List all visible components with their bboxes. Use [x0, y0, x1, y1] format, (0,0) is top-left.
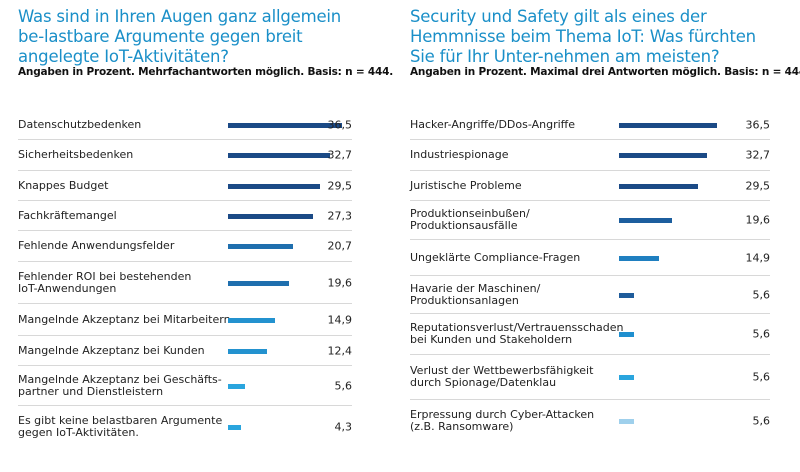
- category-label: Es gibt keine belastbaren Argumente gege…: [18, 413, 223, 439]
- value-label: 32,7: [327, 148, 353, 162]
- category-label: Hacker-Angriffe/DDos-Angriffe: [410, 117, 575, 131]
- value-label: 5,6: [752, 327, 771, 341]
- value-label: 5,6: [334, 379, 353, 392]
- category-label: Mangelnde Akzeptanz bei Kunden: [18, 343, 205, 357]
- value-label: 14,9: [327, 313, 353, 326]
- category-label: Datenschutzbedenken: [18, 117, 142, 131]
- category-label: Mangelnde Akzeptanz bei Mitarbeitern: [18, 312, 231, 326]
- bar: [619, 218, 672, 223]
- value-label: 32,7: [745, 148, 771, 162]
- bar-row: Knappes Budget 29,5: [18, 171, 352, 201]
- category-label: Verlust der Wettbewerbsfähigkeit durch S…: [410, 364, 594, 389]
- bar-rows: Hacker-Angriffe/DDos-Angriffe 36,5 Industr…: [410, 110, 770, 442]
- bar-row: Datenschutzbedenken 36,5: [18, 110, 352, 140]
- category-label: Ungeklärte Compliance-Fragen: [410, 250, 581, 264]
- bar-row: Mangelnde Akzeptanz bei Geschäfts- partn…: [18, 366, 352, 406]
- value-label: 20,7: [327, 239, 353, 253]
- category-label: Juristische Probleme: [410, 178, 522, 192]
- category-label: Fachkräftemangel: [18, 208, 117, 222]
- category-label: Knappes Budget: [18, 178, 109, 192]
- bar: [228, 153, 331, 158]
- category-label: Sicherheitsbedenken: [18, 148, 134, 161]
- bar: [228, 122, 342, 128]
- bar-row: Sicherheitsbedenken 32,7: [18, 140, 352, 171]
- value-label: 36,5: [745, 118, 771, 131]
- bar-row: Fachkräftemangel 27,3: [18, 201, 352, 231]
- category-label: Reputationsverlust/Vertrauensschaden bei…: [410, 321, 624, 346]
- bar: [228, 213, 314, 219]
- value-label: 5,6: [752, 414, 771, 428]
- bar-row: Ungeklärte Compliance-Fragen 14,9: [410, 240, 770, 276]
- bar: [228, 317, 275, 323]
- category-label: Fehlender ROI bei bestehenden IoT-Anwend…: [18, 269, 192, 295]
- value-label: 19,6: [745, 213, 771, 227]
- category-label: Produktionseinbußen/ Produktionsausfälle: [410, 207, 530, 232]
- bar: [619, 153, 707, 158]
- bar: [619, 332, 635, 337]
- bar-row: Mangelnde Akzeptanz bei Mitarbeitern 14,9: [18, 304, 352, 336]
- value-label: 36,5: [327, 118, 353, 131]
- bar: [619, 292, 635, 298]
- value-label: 14,9: [745, 251, 771, 264]
- value-label: 4,3: [334, 420, 353, 433]
- category-label: Mangelnde Akzeptanz bei Geschäfts- partn…: [18, 372, 222, 398]
- bar-row: Es gibt keine belastbaren Argumente gege…: [18, 406, 352, 447]
- bar: [228, 383, 246, 389]
- category-label: Fehlende Anwendungsfelder: [18, 239, 175, 252]
- chart-title: Security und Safety gilt als eines der H…: [410, 7, 756, 66]
- bar: [619, 255, 659, 261]
- category-label: Havarie der Maschinen/ Produktionsanlage…: [410, 281, 541, 307]
- bar-row: Reputationsverlust/Vertrauensschaden bei…: [410, 314, 770, 355]
- bar-row: Industriespionage 32,7: [410, 140, 770, 171]
- bar-row: Erpressung durch Cyber-Attacken (z.B. Ra…: [410, 400, 770, 442]
- bar: [619, 419, 635, 424]
- bar-row: Mangelnde Akzeptanz bei Kunden 12,4: [18, 336, 352, 366]
- value-label: 29,5: [745, 179, 771, 192]
- chart-subtitle: Angaben in Prozent. Mehrfachantworten mö…: [18, 66, 394, 78]
- chart-title: Was sind in Ihren Augen ganz allgemein b…: [18, 7, 342, 66]
- bar-rows: Datenschutzbedenken 36,5 Sicherheitsbedenk…: [18, 110, 352, 447]
- bar-row: Fehlender ROI bei bestehenden IoT-Anwend…: [18, 262, 352, 304]
- bar-row: Juristische Probleme 29,5: [410, 171, 770, 201]
- category-label: Erpressung durch Cyber-Attacken (z.B. Ra…: [410, 408, 595, 433]
- bar: [228, 280, 290, 286]
- value-label: 19,6: [327, 276, 353, 289]
- bar: [619, 183, 699, 189]
- bar: [228, 348, 267, 354]
- value-label: 12,4: [327, 344, 353, 357]
- chart-subtitle: Angaben in Prozent. Maximal drei Antwort…: [410, 66, 800, 78]
- category-label: Industriespionage: [410, 148, 509, 161]
- bar-row: Produktionseinbußen/ Produktionsausfälle…: [410, 201, 770, 240]
- bar: [228, 424, 242, 430]
- bar: [228, 244, 293, 249]
- bar-row: Verlust der Wettbewerbsfähigkeit durch S…: [410, 355, 770, 400]
- value-label: 27,3: [327, 209, 353, 222]
- bar-row: Fehlende Anwendungsfelder 20,7: [18, 231, 352, 262]
- bar: [228, 183, 321, 189]
- bar: [619, 375, 635, 380]
- value-label: 5,6: [752, 288, 771, 301]
- bar-row: Hacker-Angriffe/DDos-Angriffe 36,5: [410, 110, 770, 140]
- bar-row: Havarie der Maschinen/ Produktionsanlage…: [410, 276, 770, 314]
- value-label: 29,5: [327, 179, 353, 192]
- bar: [619, 122, 717, 128]
- value-label: 5,6: [752, 370, 771, 384]
